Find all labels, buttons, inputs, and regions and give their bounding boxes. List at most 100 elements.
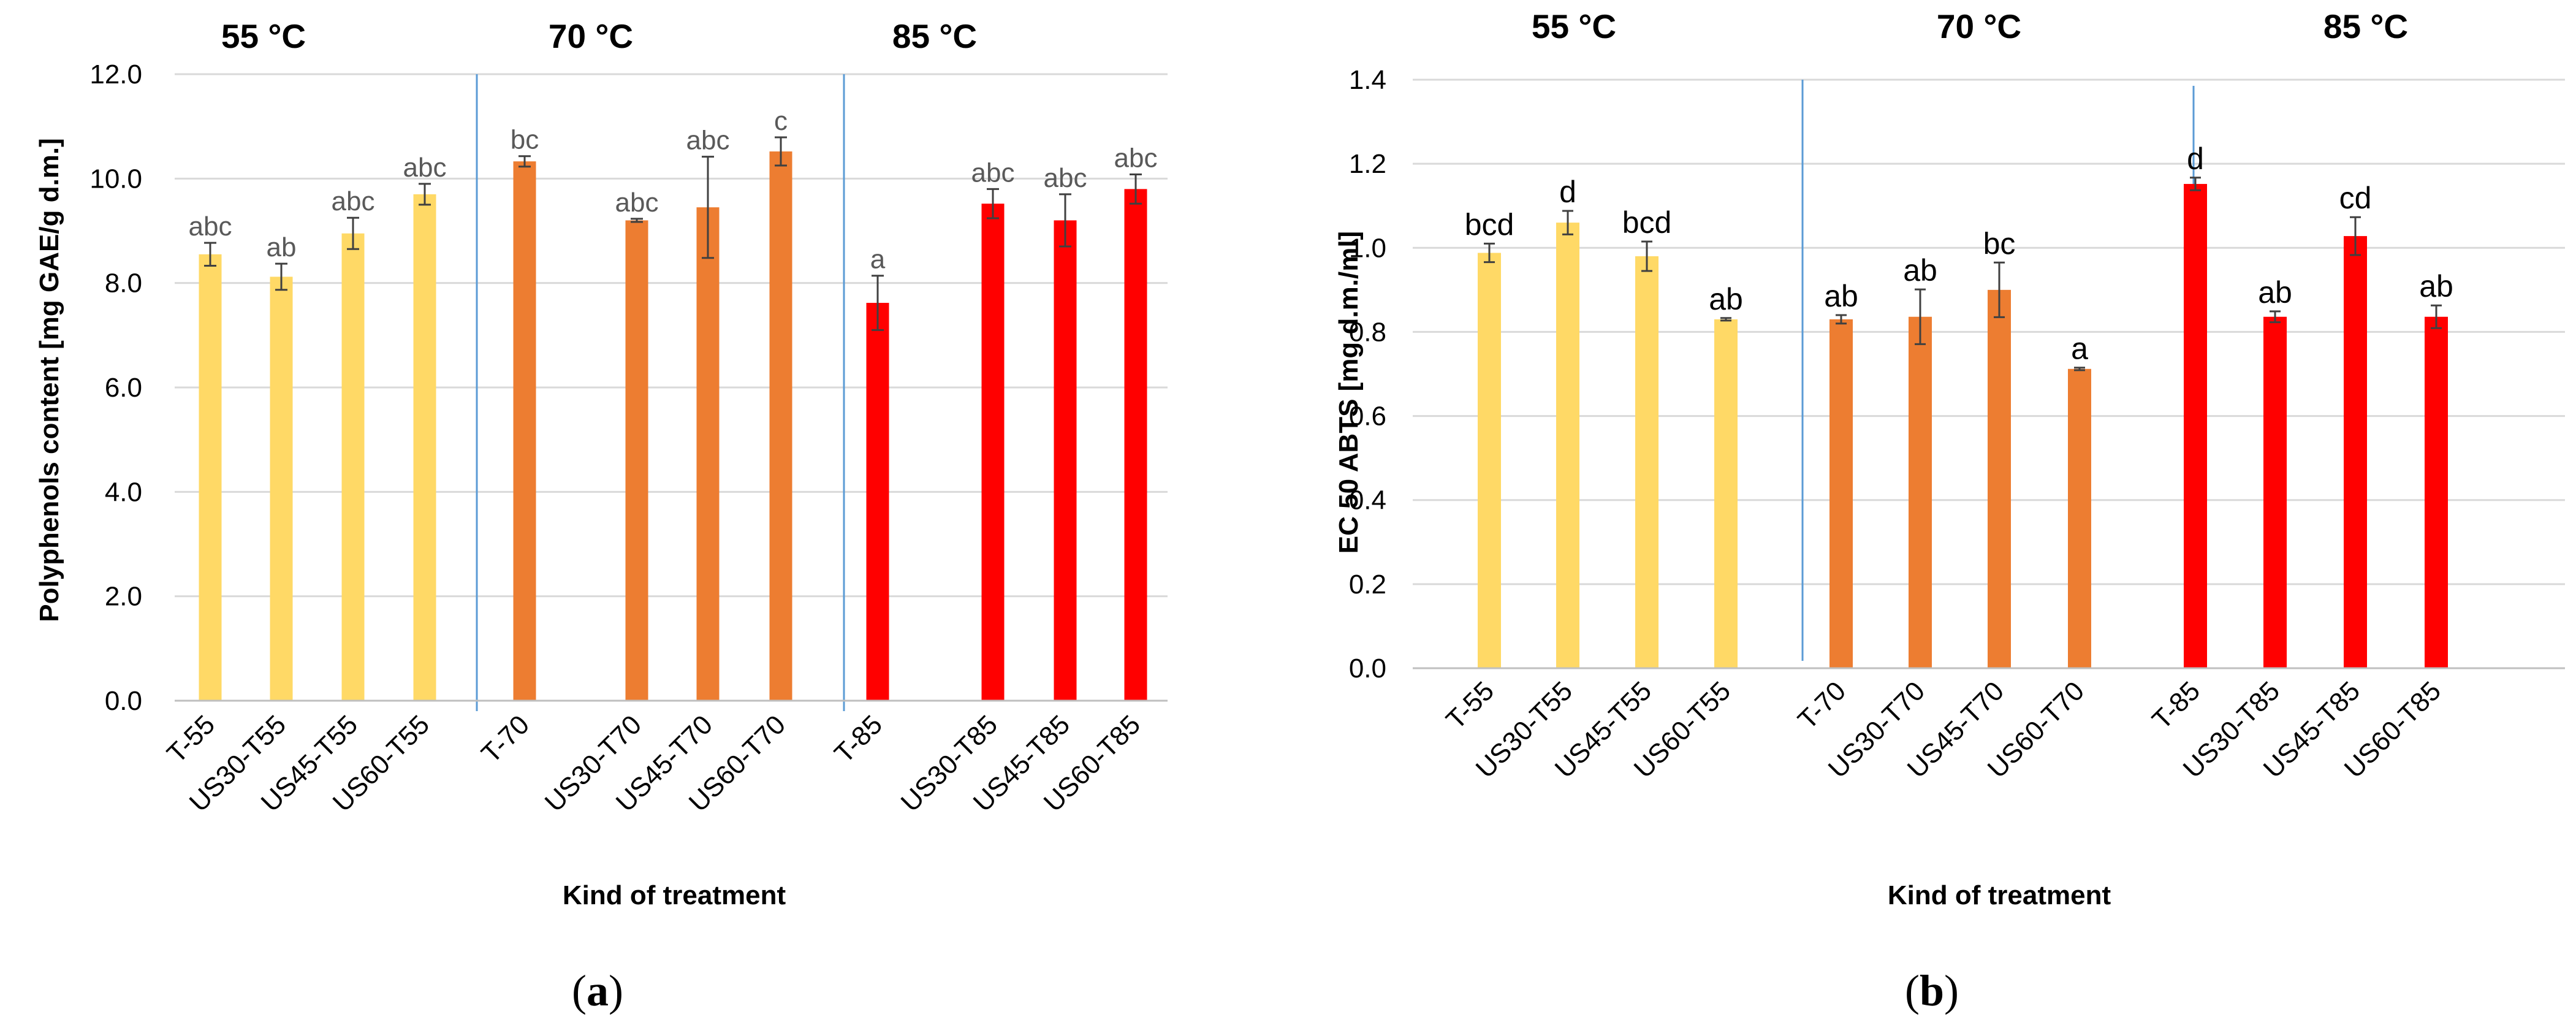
bar [1909,316,1932,668]
error-bar [347,216,359,250]
error-bar [1484,242,1495,264]
category-label: T-70 [1792,676,1852,735]
error-bar [1562,210,1573,235]
bar [2425,316,2448,668]
bar [2184,184,2207,668]
significance-letter: bcd [1465,207,1514,242]
bar [199,254,222,701]
panel-caption: (b) [1905,966,1959,1015]
bar [513,161,536,701]
y-tick-label: 4.0 [105,477,142,507]
group-separators [476,74,845,711]
error-bar [631,218,643,223]
error-bar [2270,310,2281,324]
y-tick-label: 0.0 [1349,653,1386,684]
error-bar [2190,177,2201,191]
error-bar [1836,314,1847,325]
group-header: 70 °C [1937,7,2021,45]
group-header: 55 °C [1532,7,1616,45]
error-bar [2350,216,2361,256]
bar [413,194,436,701]
significance-letter: ab [2258,275,2292,310]
bar [2068,368,2091,668]
significance-letter: abc [332,186,375,216]
bar [1714,319,1738,668]
bar [981,204,1005,701]
group-header: 70 °C [549,17,633,55]
bar [1988,289,2011,668]
error-bars [1484,177,2442,372]
category-label: T-85 [829,709,888,769]
y-tick-label: 6.0 [105,373,142,403]
significance-letter: abc [1044,163,1087,193]
significance-letter: abc [615,188,659,218]
panel-caption: (a) [572,966,623,1015]
y-tick-label: 10.0 [89,164,142,194]
error-bar [775,136,787,167]
bars [1478,184,2448,669]
x-axis-label: Kind of treatment [1888,880,2111,910]
y-tick-labels: 0.0 2.0 4.0 6.0 8.0 10.0 12.0 [89,59,142,716]
significance-letter: cd [2339,181,2372,215]
significance-letter: c [774,106,788,136]
y-tick-label: 0.6 [1349,402,1386,432]
error-bar [987,188,999,219]
error-bar [2074,367,2085,372]
significance-letter: ab [2419,269,2453,303]
significance-letter: d [2187,142,2204,176]
group-header: 85 °C [2323,7,2408,45]
significance-letter: abc [686,126,730,156]
significance-letter: abc [971,158,1015,188]
y-axis-label: EC 50 ABTS [mg d.m./ml] [1334,231,1364,554]
bar [2344,236,2367,669]
category-label: T-55 [161,709,221,769]
error-bar [2431,304,2442,329]
bar [1124,189,1147,701]
bar [1829,319,1853,668]
significance-letter: ab [1709,282,1743,316]
bar [341,233,365,701]
significance-letter: a [870,245,886,275]
error-bar [1641,240,1652,272]
error-bar [204,242,216,267]
y-axis-label: Polyphenols content [mg GAE/g d.m.] [34,138,64,622]
group-header: 55 °C [221,17,306,55]
chart-panel-b: bcd d bcd ab ab ab bc a d ab cd ab 0.0 0.2 0.4 0.6 0.8 1… [1334,7,2565,1015]
x-axis-label: Kind of treatment [563,880,786,910]
error-bar [519,155,531,168]
y-tick-label: 1.0 [1349,233,1386,263]
bar [1556,223,1579,669]
error-bar [1720,317,1731,322]
error-bar [872,275,884,331]
y-tick-labels: 0.0 0.2 0.4 0.6 0.8 1.0 1.2 1.4 [1349,65,1386,684]
category-label: T-70 [476,709,535,769]
y-tick-label: 0.2 [1349,570,1386,600]
error-bars [204,136,1142,331]
bar [1054,220,1077,701]
gridlines [175,73,1168,598]
significance-letter: bc [1983,226,2016,261]
error-bar [1994,261,2005,318]
significance-letter: ab [1903,253,1937,288]
bar [270,276,293,701]
significance-letter: abc [403,153,447,183]
category-label: T-55 [1440,676,1500,735]
y-tick-label: 8.0 [105,269,142,299]
bar [866,303,889,701]
significance-letter: bcd [1622,205,1672,240]
y-tick-label: 0.4 [1349,486,1386,516]
bar [1478,253,1501,668]
group-headers: 55 °C 70 °C 85 °C [1532,7,2408,45]
significance-letter: ab [1824,279,1858,313]
bar [1635,256,1658,668]
error-bar [702,156,714,259]
y-tick-label: 2.0 [105,582,142,612]
significance-letter: ab [267,232,297,262]
error-bar [1130,173,1142,205]
error-bar [1059,193,1071,248]
